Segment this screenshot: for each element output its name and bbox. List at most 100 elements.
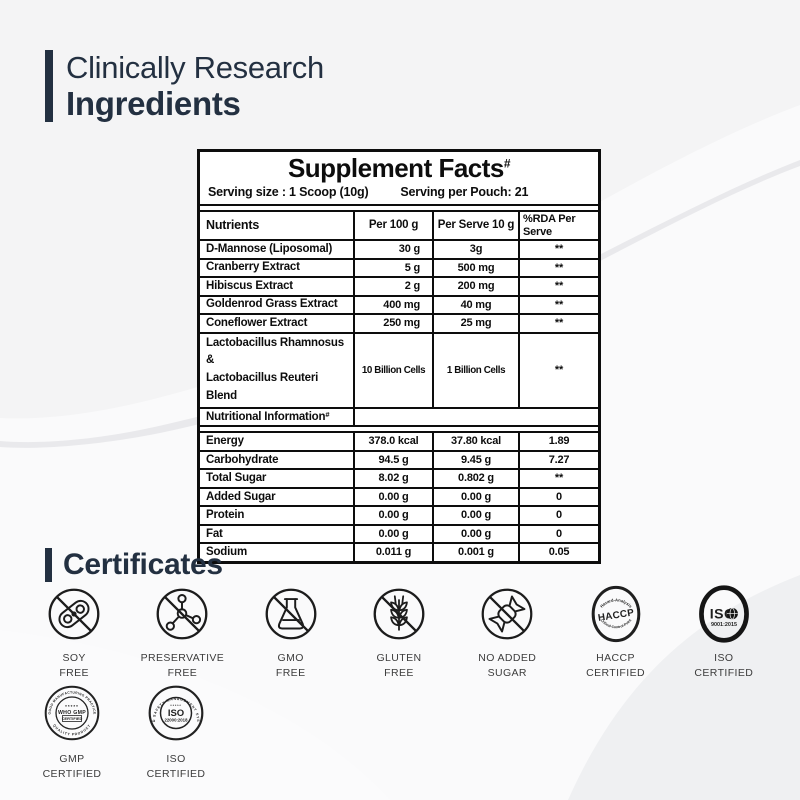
- cell-per-serve: 0.00 g: [434, 507, 520, 524]
- certificate-label: GMO FREE: [275, 652, 306, 680]
- cell-rda: 0: [556, 527, 562, 540]
- table-title: Supplement Facts#: [200, 152, 598, 184]
- nutrient-name: D-Mannose (Liposomal): [200, 241, 355, 258]
- table-row: Hibiscus Extract 2 g 200 mg **: [200, 278, 598, 297]
- certificate-gmo-free: GMO FREE: [237, 586, 345, 681]
- certificate-gmp: GOOD MANUFACTURING PRACTICE QUALITY PROD…: [20, 683, 124, 782]
- certificate-label: NO ADDED SUGAR: [478, 652, 537, 680]
- cell-rda: 0: [556, 490, 562, 503]
- table-row: Sodium 0.011 g 0.001 g 0.05: [200, 544, 598, 561]
- cell-rda: 0.05: [548, 546, 570, 559]
- section-spacer-cell: [355, 409, 598, 426]
- nutrient-name: Nutritional Information #: [200, 408, 355, 426]
- table-title-superscript: #: [503, 156, 511, 171]
- cell-per-100g: 2 g: [355, 278, 434, 295]
- cell-per-serve: 1 Billion Cells: [434, 333, 520, 407]
- cell-per-serve: 0.00 g: [434, 525, 520, 543]
- cell-per-100g: 400 mg: [355, 296, 434, 314]
- cell-rda: 1.89: [548, 435, 570, 448]
- double-divider: [200, 203, 598, 212]
- table-header-row: Nutrients Per 100 g Per Serve 10 g %RDA …: [200, 211, 598, 242]
- table-row: D-Mannose (Liposomal) 30 g 3g **: [200, 241, 598, 260]
- cell-per-serve: 0.802 g: [434, 470, 520, 487]
- gmp-boxed-text: CERTIFIED: [62, 716, 83, 721]
- certificate-haccp: Hazard-Analysis HACCP Critical-Control-P…: [561, 585, 669, 681]
- cell-rda: **: [554, 317, 564, 330]
- cell-rda: 0: [556, 509, 562, 522]
- cell-per-serve: 0.001 g: [434, 544, 520, 561]
- double-divider: [200, 425, 598, 434]
- nutrient-name: Coneflower Extract: [200, 315, 355, 332]
- iso9001-code-text: 9001:2015: [711, 622, 737, 628]
- page-title-line1: Clinically Research: [66, 50, 324, 85]
- nutrient-name: Fat: [200, 525, 355, 543]
- preservative-free-icon: [156, 588, 208, 640]
- cell-per-100g: 0.011 g: [355, 544, 434, 561]
- cell-per-serve: 200 mg: [434, 278, 520, 295]
- cell-per-100g: 0.00 g: [355, 488, 434, 506]
- gmp-badge-icon: GOOD MANUFACTURING PRACTICE QUALITY PROD…: [44, 685, 100, 741]
- table-row: Carbohydrate 94.5 g 9.45 g 7.27: [200, 451, 598, 471]
- cell-rda: **: [554, 298, 564, 311]
- haccp-badge-icon: Hazard-Analysis HACCP Critical-Control-P…: [591, 585, 640, 643]
- serving-info-row: Serving size : 1 Scoop (10g) Serving per…: [200, 184, 598, 204]
- table-title-text: Supplement Facts: [287, 153, 504, 183]
- page-title: Clinically Research Ingredients: [45, 50, 324, 123]
- table-section-row: Nutritional Information #: [200, 408, 598, 426]
- cell-per-serve: 3g: [434, 241, 520, 258]
- table-row: Coneflower Extract 250 mg 25 mg **: [200, 315, 598, 334]
- nutrient-name: Hibiscus Extract: [200, 278, 355, 295]
- nutrient-name: Goldenrod Grass Extract: [200, 296, 355, 314]
- cell-rda: **: [554, 243, 564, 256]
- certificate-label: ISO CERTIFIED: [694, 652, 754, 680]
- nutrient-name: Added Sugar: [200, 488, 355, 506]
- nutrient-name: Sodium: [200, 544, 355, 561]
- gmp-center-text: WHO GMP: [58, 710, 86, 716]
- cell-rda: **: [554, 261, 564, 274]
- certificate-label: GLUTEN FREE: [376, 652, 422, 680]
- iso-22000-badge-icon: FOOD SAFETY MANAGEMENT SYSTEM ***** ISO …: [146, 683, 204, 741]
- cell-per-100g: 8.02 g: [355, 470, 434, 487]
- table-row: Energy 378.0 kcal 37.80 kcal 1.89: [200, 433, 598, 452]
- certificate-label: GMP CERTIFIED: [42, 753, 102, 781]
- no-added-sugar-icon: [481, 588, 533, 640]
- table-row: Goldenrod Grass Extract 400 mg 40 mg **: [200, 296, 598, 316]
- iso22000-code-text: 22000:2018: [165, 718, 189, 723]
- cell-per-100g: 5 g: [355, 259, 434, 277]
- table-body: D-Mannose (Liposomal) 30 g 3g ** Cranberry E…: [200, 241, 598, 561]
- table-row: Cranberry Extract 5 g 500 mg **: [200, 259, 598, 279]
- certificates-row-2: GOOD MANUFACTURING PRACTICE QUALITY PROD…: [20, 683, 228, 782]
- cell-per-serve: 9.45 g: [434, 451, 520, 469]
- certificate-preservative-free: PRESERVATIVE FREE: [128, 586, 236, 681]
- nutrient-name: Total Sugar: [200, 470, 355, 487]
- certificate-gluten-free: GLUTEN FREE: [345, 586, 453, 681]
- certificates-heading: Certificates: [45, 548, 223, 582]
- certificates-title: Certificates: [63, 548, 223, 581]
- certificate-iso-22000: FOOD SAFETY MANAGEMENT SYSTEM ***** ISO …: [124, 683, 228, 782]
- cell-per-100g: 378.0 kcal: [355, 433, 434, 450]
- gluten-free-icon: [373, 588, 425, 640]
- cell-rda: **: [554, 280, 564, 293]
- cell-per-serve: 25 mg: [434, 315, 520, 332]
- certificate-no-added-sugar: NO ADDED SUGAR: [453, 586, 561, 681]
- gmo-free-icon: [265, 588, 317, 640]
- nutrient-name: Protein: [200, 507, 355, 524]
- iso22000-stars: *****: [170, 704, 181, 708]
- serving-size: Serving size : 1 Scoop (10g): [208, 184, 369, 199]
- cell-per-100g: 94.5 g: [355, 451, 434, 469]
- cell-per-serve: 500 mg: [434, 259, 520, 277]
- table-row: Lactobacillus Rhamnosus & Lactobacillus …: [200, 333, 598, 409]
- column-header-nutrients: Nutrients: [200, 211, 355, 240]
- certificate-label: ISO CERTIFIED: [146, 753, 206, 781]
- table-row: Total Sugar 8.02 g 0.802 g **: [200, 470, 598, 489]
- certificate-label: SOY FREE: [59, 652, 89, 680]
- serving-per-pouch: Serving per Pouch: 21: [400, 184, 529, 199]
- cell-per-100g: 10 Billion Cells: [355, 333, 434, 407]
- iso-9001-badge-icon: ISO 9001:2015: [698, 585, 749, 643]
- soy-free-icon: [48, 588, 100, 640]
- nutrient-name: Lactobacillus Rhamnosus & Lactobacillus …: [200, 333, 355, 407]
